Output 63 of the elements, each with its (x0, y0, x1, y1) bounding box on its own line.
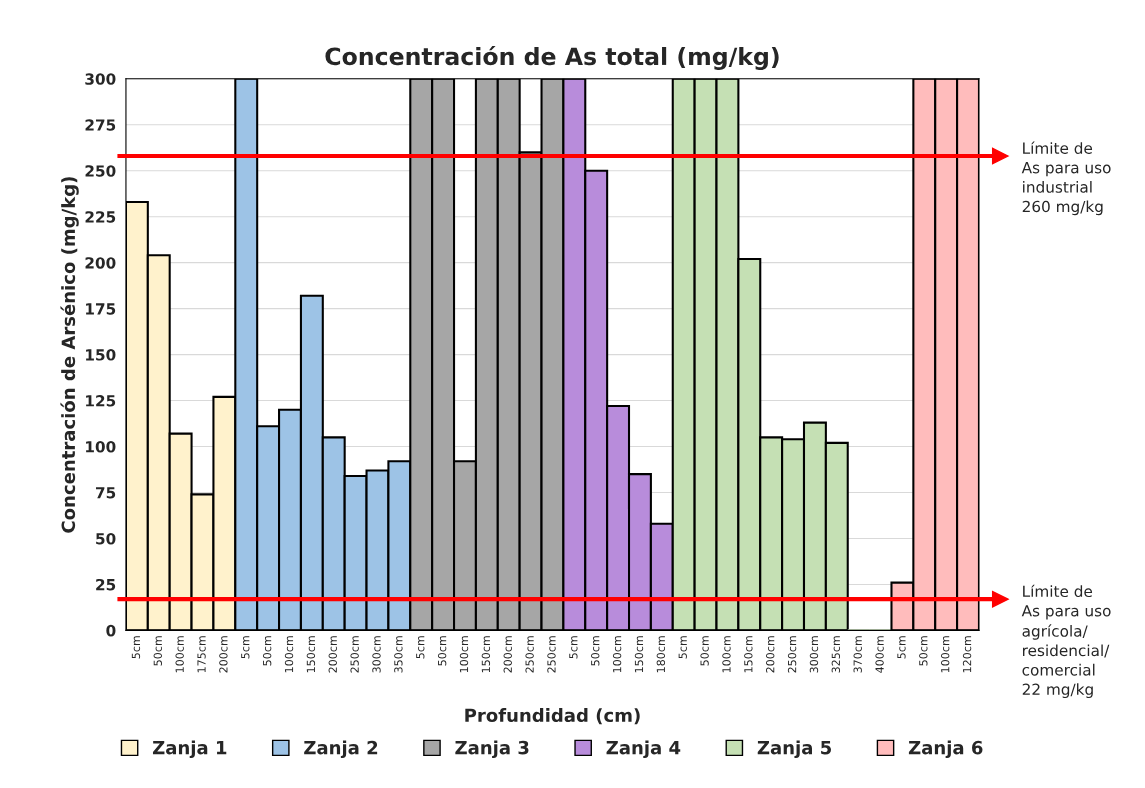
x-tick-label: 325cm (831, 636, 841, 673)
x-tick-label: 100cm (175, 636, 184, 673)
x-tick-label: 150cm (481, 636, 491, 673)
x-tick-label: 5cm (241, 636, 250, 659)
x-tick-label: 50cm (153, 636, 162, 666)
legend-label: Zanja 4 (606, 740, 681, 759)
x-tick-label: 150cm (306, 636, 316, 673)
chart-title: Concentración de As total (mg/kg) (325, 46, 779, 71)
x-tick-label: 400cm (875, 636, 884, 673)
y-tick-label: 175 (86, 303, 116, 315)
x-tick-label: 200cm (219, 636, 228, 673)
y-tick-label: 0 (106, 624, 116, 637)
y-tick-label: 150 (86, 349, 116, 361)
legend-label: Zanja 6 (908, 740, 983, 759)
x-tick-label: 100cm (722, 636, 731, 673)
x-tick-label: 250cm (787, 636, 797, 673)
legend-label: Zanja 3 (455, 740, 529, 759)
legend-label: Zanja 2 (304, 740, 378, 759)
x-tick-label: 50cm (591, 636, 600, 666)
x-tick-label: 100cm (940, 636, 950, 673)
x-tick-label: 50cm (262, 636, 272, 666)
x-tick-label: 250cm (547, 636, 556, 673)
y-tick-label: 50 (96, 532, 116, 545)
legend-label: Límite de As para uso industrial 260 mg/kg (1021, 141, 1111, 216)
x-tick-label: 370cm (853, 636, 862, 673)
x-tick-label: 350cm (394, 636, 403, 673)
x-tick-label: 300cm (809, 636, 819, 673)
x-tick-label: 175cm (197, 636, 206, 673)
legend-label: Zanja 1 (152, 740, 227, 759)
x-tick-label: 300cm (372, 636, 381, 673)
y-axis-title: Concentración de Arsénico (mg/kg) (60, 177, 79, 533)
x-tick-label: 200cm (766, 636, 775, 673)
x-tick-label: 5cm (569, 636, 578, 659)
x-tick-label: 100cm (284, 636, 294, 673)
y-tick-label: 100 (86, 441, 116, 453)
x-tick-label: 250cm (350, 636, 359, 673)
y-tick-label: 225 (85, 211, 116, 223)
y-tick-label: 125 (86, 395, 116, 407)
x-tick-label: 5cm (897, 636, 906, 659)
x-tick-label: 5cm (131, 636, 141, 659)
x-tick-label: 5cm (678, 636, 687, 659)
legend-label: Zanja 5 (757, 740, 831, 759)
x-tick-label: 50cm (919, 636, 928, 666)
legend-label: Límite de As para uso agrícola/ residencial/ comercial 22 mg/kg (1021, 584, 1111, 699)
x-tick-label: 150cm (634, 636, 644, 673)
y-tick-label: 300 (85, 73, 116, 85)
x-tick-label: 100cm (612, 636, 622, 673)
x-tick-label: 120cm (962, 636, 972, 673)
x-tick-label: 50cm (437, 636, 447, 666)
x-tick-label: 200cm (328, 636, 337, 673)
y-tick-label: 200 (85, 257, 116, 269)
x-tick-label: 180cm (656, 636, 666, 673)
y-tick-label: 25 (96, 578, 116, 591)
x-tick-label: 150cm (744, 636, 753, 673)
x-tick-label: 5cm (416, 636, 425, 659)
y-tick-label: 250 (85, 165, 116, 177)
y-tick-label: 275 (85, 119, 116, 131)
x-tick-label: 250cm (525, 636, 534, 673)
x-tick-label: 200cm (503, 636, 512, 673)
x-tick-label: 100cm (459, 636, 469, 673)
x-axis-title: Profundidad (cm) (465, 708, 640, 725)
x-tick-label: 50cm (700, 636, 709, 666)
y-tick-label: 75 (95, 487, 116, 499)
